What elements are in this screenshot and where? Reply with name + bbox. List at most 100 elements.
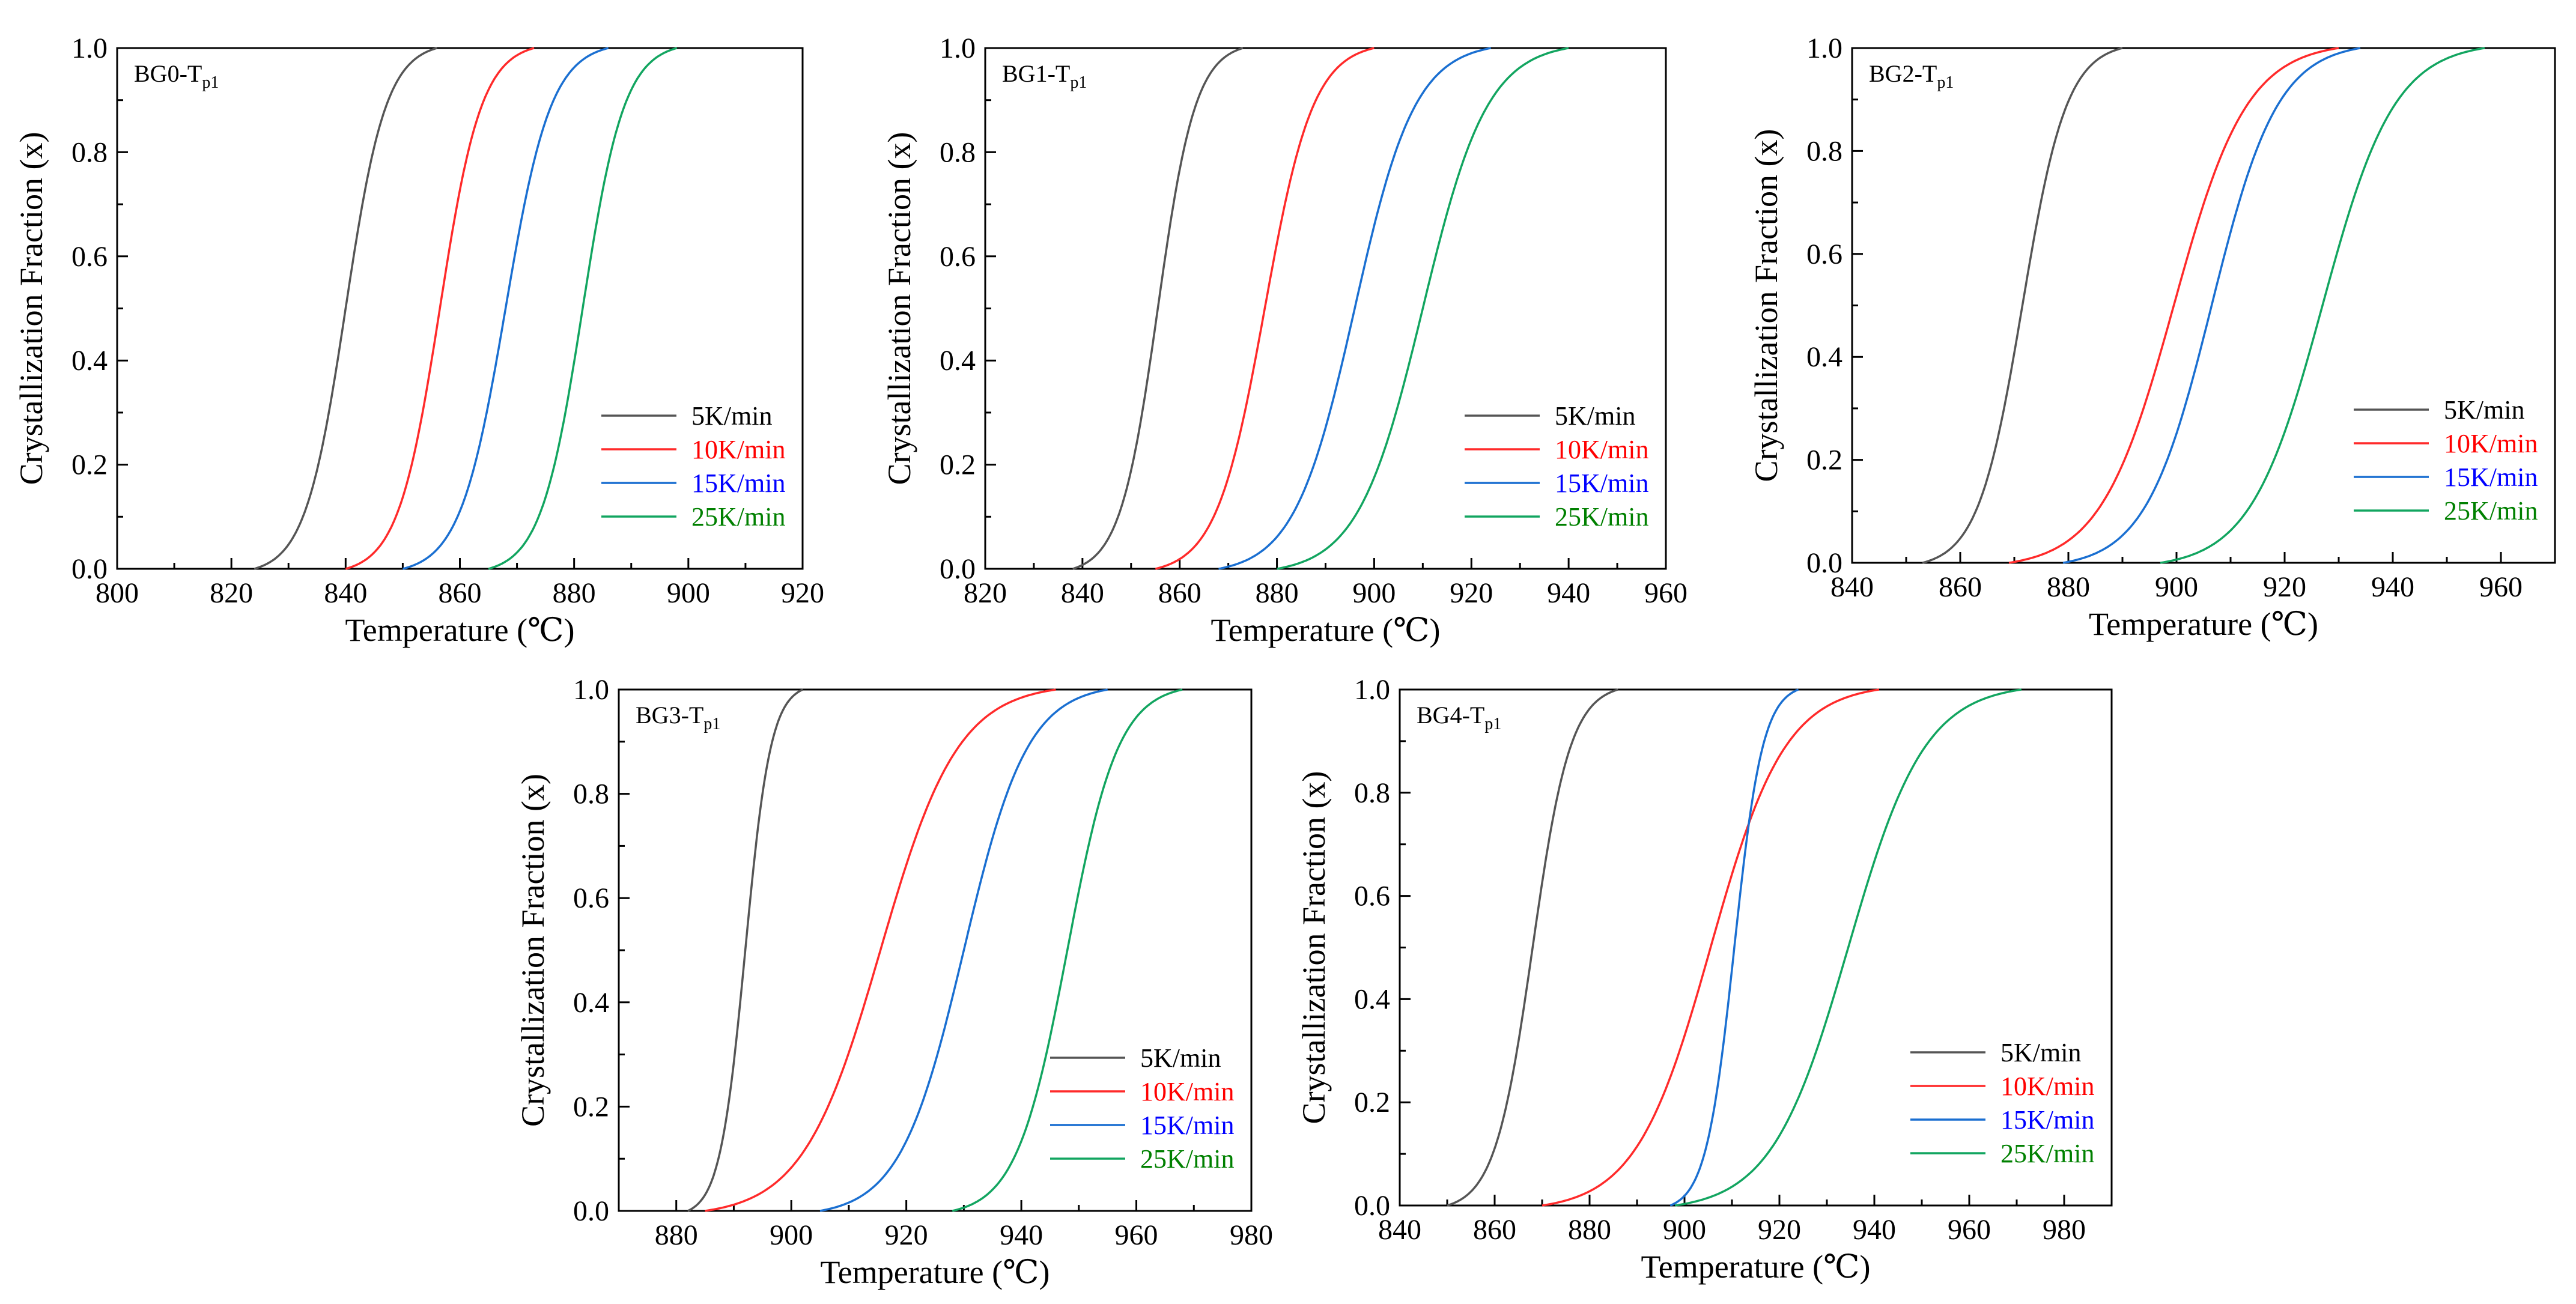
y-tick-label: 0.4 <box>573 987 609 1019</box>
y-tick-label: 0.6 <box>1354 881 1390 912</box>
x-tick-label: 920 <box>781 577 824 609</box>
panel-label-sub: p1 <box>1937 73 1954 92</box>
x-tick-label: 940 <box>1853 1214 1896 1246</box>
y-tick-label: 0.2 <box>940 449 976 481</box>
y-tick-label: 0.0 <box>1354 1190 1390 1222</box>
y-tick-label: 1.0 <box>71 32 108 64</box>
panel-label-sub: p1 <box>1070 73 1087 92</box>
x-axis-title: Temperature (℃) <box>2089 606 2318 642</box>
series-line-15k-per-min <box>1669 688 1799 1207</box>
chart-panel-bg0t: 800 820 840 860 880 900 920 0.0 0.2 0.4 0.6 0.8 1.0 T… <box>13 32 824 648</box>
x-axis-title: Temperature (℃) <box>821 1254 1050 1290</box>
y-axis-title: Crystallization Fraction (x) <box>1748 129 1784 482</box>
x-tick-label: 900 <box>770 1219 813 1251</box>
x-axis-title: Temperature (℃) <box>345 612 575 648</box>
x-tick-label: 920 <box>1758 1214 1801 1246</box>
x-tick-label: 940 <box>1000 1219 1043 1251</box>
x-tick-label: 920 <box>2263 571 2306 603</box>
y-tick-label: 0.0 <box>940 553 976 585</box>
y-tick-label: 0.6 <box>71 241 108 273</box>
x-tick-label: 880 <box>1568 1214 1611 1246</box>
legend-label: 5K/min <box>1555 401 1635 431</box>
y-tick-label: 0.8 <box>1806 135 1842 167</box>
panel-label: BG2-Tp1 <box>1869 60 1954 92</box>
panel-label: BG0-Tp1 <box>134 60 219 92</box>
legend-label: 5K/min <box>2444 395 2524 425</box>
x-tick-label: 840 <box>1378 1214 1421 1246</box>
series-line-5k-per-min <box>687 688 804 1212</box>
series-line-15k-per-min <box>1218 47 1492 570</box>
y-tick-label: 0.2 <box>1806 444 1842 476</box>
x-tick-label: 900 <box>667 577 710 609</box>
chart-panel-bg4t: 840 860 880 900 920 940 960 980 0.0 0.2 0.4 0.6 0.8 1… <box>1296 674 2113 1285</box>
panel-label-main: BG2-T <box>1869 60 1937 87</box>
legend-label: 15K/min <box>2000 1105 2094 1135</box>
x-tick-label: 900 <box>2155 571 2198 603</box>
legend-label: 15K/min <box>2444 462 2538 492</box>
y-tick-label: 0.8 <box>573 778 609 810</box>
y-tick-label: 1.0 <box>1354 674 1390 706</box>
x-tick-label: 840 <box>1061 577 1104 609</box>
legend-label: 10K/min <box>2000 1072 2094 1101</box>
legend-label: 25K/min <box>1555 502 1648 532</box>
series-line-10k-per-min <box>2008 47 2339 564</box>
y-tick-label: 1.0 <box>1806 32 1842 64</box>
y-tick-label: 0.4 <box>1806 341 1842 373</box>
x-tick-label: 880 <box>2047 571 2090 603</box>
x-tick-label: 840 <box>324 577 367 609</box>
series-line-25k-per-min <box>1277 47 1569 570</box>
y-tick-label: 0.8 <box>940 136 976 168</box>
legend-label: 25K/min <box>691 502 785 532</box>
x-tick-label: 960 <box>1115 1219 1158 1251</box>
legend-label: 10K/min <box>691 435 785 464</box>
x-tick-label: 940 <box>2371 571 2414 603</box>
x-tick-label: 920 <box>1450 577 1493 609</box>
y-tick-label: 0.4 <box>940 345 976 377</box>
legend-label: 10K/min <box>1555 435 1648 464</box>
legend-label: 15K/min <box>1555 469 1648 498</box>
y-tick-label: 0.8 <box>71 136 108 168</box>
series-line-10k-per-min <box>1155 47 1375 570</box>
y-tick-label: 0.6 <box>940 241 976 273</box>
x-tick-label: 980 <box>2043 1214 2086 1246</box>
chart-panel-bg1t: 820 840 860 880 900 920 940 960 0.0 0.2 0.4 0.6 0.8 1… <box>881 32 1687 648</box>
legend-label: 25K/min <box>2444 496 2538 526</box>
y-tick-label: 0.0 <box>71 553 108 585</box>
legend-label: 25K/min <box>2000 1139 2094 1168</box>
panel-label-main: BG0-T <box>134 60 202 87</box>
series-line-5k-per-min <box>1922 47 2123 564</box>
series-line-15k-per-min <box>819 688 1108 1212</box>
y-tick-label: 0.4 <box>1354 983 1390 1015</box>
series-line-15k-per-min <box>2062 47 2361 564</box>
series-line-25k-per-min <box>1674 688 2022 1207</box>
panel-label: BG4-Tp1 <box>1417 702 1501 733</box>
x-tick-label: 860 <box>1939 571 1982 603</box>
legend-label: 10K/min <box>2444 429 2538 458</box>
x-tick-label: 820 <box>210 577 253 609</box>
legend-label: 10K/min <box>1140 1077 1234 1106</box>
x-tick-label: 840 <box>1830 571 1874 603</box>
y-tick-label: 0.2 <box>71 449 108 481</box>
legend-label: 15K/min <box>691 469 785 498</box>
panel-label-main: BG3-T <box>636 702 703 729</box>
x-tick-label: 880 <box>553 577 596 609</box>
legend-label: 5K/min <box>1140 1043 1221 1073</box>
y-tick-label: 0.0 <box>573 1195 609 1227</box>
series-line-5k-per-min <box>254 47 437 570</box>
x-tick-label: 960 <box>1644 577 1687 609</box>
x-tick-label: 800 <box>96 577 139 609</box>
y-axis-title: Crystallization Fraction (x) <box>515 774 551 1127</box>
y-tick-label: 0.0 <box>1806 547 1842 579</box>
series-line-10k-per-min <box>705 688 1056 1212</box>
series-line-15k-per-min <box>402 47 609 570</box>
y-tick-label: 1.0 <box>940 32 976 64</box>
y-axis-title: Crystallization Fraction (x) <box>13 132 49 485</box>
series-line-25k-per-min <box>952 688 1183 1212</box>
series-line-5k-per-min <box>1072 47 1244 570</box>
series-line-25k-per-min <box>488 47 678 570</box>
x-tick-label: 900 <box>1352 577 1396 609</box>
x-tick-label: 860 <box>1473 1214 1516 1246</box>
x-tick-label: 820 <box>964 577 1007 609</box>
x-tick-label: 880 <box>1256 577 1299 609</box>
